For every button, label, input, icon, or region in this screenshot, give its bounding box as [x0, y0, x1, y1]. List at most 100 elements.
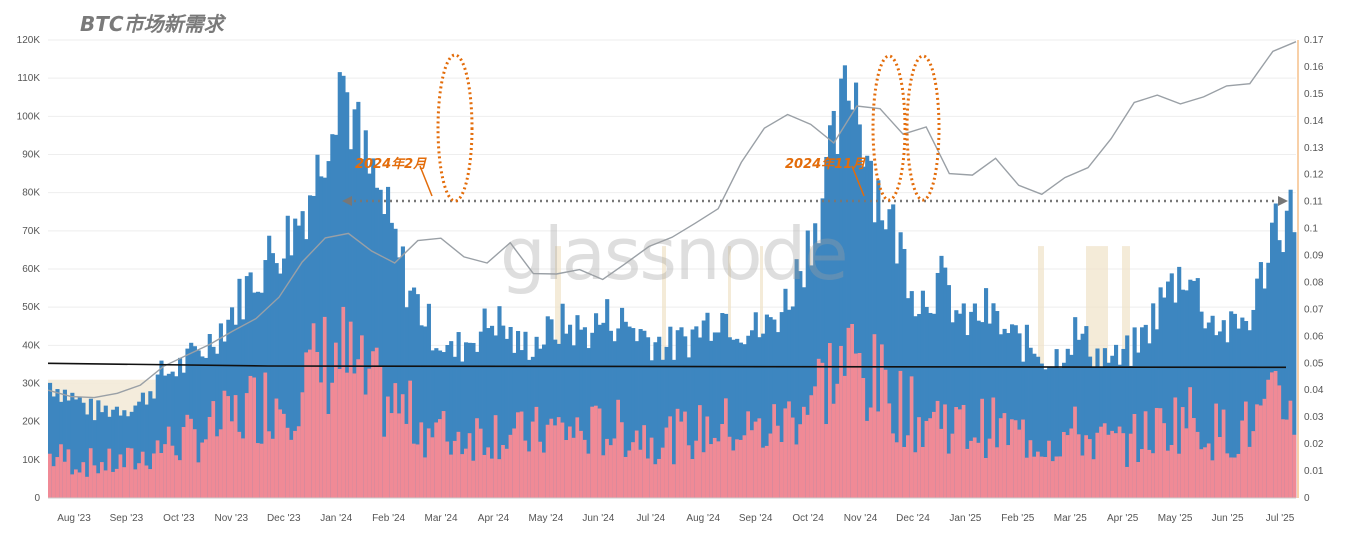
arrow-right-head [1278, 196, 1288, 206]
pink-bar [1273, 371, 1278, 498]
blue-bar [705, 312, 710, 498]
y-right-tick-label: 0.14 [1304, 116, 1324, 127]
pink-bar [129, 448, 134, 498]
blue-bar [504, 338, 509, 498]
blue-bar [939, 255, 944, 498]
pink-bar [490, 458, 495, 498]
pink-bar [761, 447, 766, 498]
blue-bar [464, 342, 469, 498]
pink-bar [360, 335, 365, 498]
x-tick-label: Oct '24 [792, 513, 824, 524]
chart-title: BTC市场新需求 [80, 12, 224, 36]
blue-bar [1062, 362, 1067, 498]
pink-bar [374, 347, 379, 498]
blue-bar [902, 248, 907, 498]
pink-bar [133, 469, 138, 498]
pink-bar [932, 411, 937, 498]
pink-bar [984, 457, 989, 498]
pink-bar [1284, 419, 1289, 498]
pink-bar [679, 421, 684, 498]
blue-bar [958, 313, 963, 498]
pink-bar [92, 465, 97, 498]
pink-bar [289, 439, 294, 498]
blue-bar [341, 75, 346, 499]
blue-bar [319, 176, 324, 498]
blue-bar [1151, 303, 1156, 498]
blue-bar [523, 331, 528, 498]
y-right-tick-label: 0.13 [1304, 143, 1324, 154]
pink-bar [835, 383, 840, 498]
blue-bar [174, 376, 179, 498]
blue-bar [1017, 333, 1022, 498]
pink-bar [1247, 446, 1252, 498]
blue-bar [527, 359, 532, 498]
blue-bar [352, 109, 357, 499]
blue-bar [998, 334, 1003, 498]
blue-bar [96, 400, 101, 498]
blue-bar [1054, 349, 1059, 498]
blue-bar [415, 294, 420, 498]
blue-bar [738, 342, 743, 498]
pink-bar [1166, 450, 1171, 498]
pink-bar [215, 436, 220, 498]
pink-bar [1240, 420, 1245, 498]
blue-bar [642, 330, 647, 498]
pink-bar [954, 407, 959, 498]
blue-bar [894, 263, 899, 498]
blue-bar [779, 312, 784, 498]
blue-bar [835, 153, 840, 498]
pink-bar [1017, 429, 1022, 498]
pink-bar [1162, 423, 1167, 498]
x-tick-label: Feb '24 [372, 513, 405, 524]
pink-bar [308, 349, 313, 498]
blue-bar [712, 332, 717, 498]
pink-bar [497, 459, 502, 498]
pink-bar [564, 440, 569, 498]
pink-bar [1244, 401, 1249, 498]
pink-bar [638, 449, 643, 498]
blue-bar [374, 187, 379, 498]
pink-bar [1065, 435, 1070, 498]
pink-bar [501, 445, 506, 498]
pink-bar [181, 427, 186, 498]
pink-bar [1158, 408, 1163, 498]
pink-bar [579, 430, 584, 498]
blue-bar [679, 327, 684, 498]
pink-bar [456, 431, 461, 498]
blue-bar [672, 359, 677, 498]
blue-bar [1084, 326, 1089, 498]
pink-bar [950, 433, 955, 498]
y-right-tick-label: 0.03 [1304, 412, 1324, 423]
pink-bar [345, 372, 350, 498]
pink-bar [705, 416, 710, 498]
pink-bar [809, 395, 814, 498]
blue-bar [783, 288, 788, 498]
y-right-tick-label: 0.04 [1304, 385, 1324, 396]
blue-bar [623, 321, 628, 498]
blue-bar [1284, 210, 1289, 498]
blue-bar [300, 211, 305, 498]
pink-bar [675, 408, 680, 498]
blue-bar [727, 337, 732, 498]
pink-bar [549, 418, 554, 498]
blue-bar [256, 291, 261, 498]
pink-bar [70, 474, 75, 498]
blue-bar [1199, 311, 1204, 498]
blue-bar [538, 348, 543, 498]
blue-bar [1140, 327, 1145, 498]
blue-bar [382, 214, 387, 498]
pink-bar [1188, 387, 1193, 498]
blue-bar [289, 255, 294, 498]
pink-bar [341, 306, 346, 498]
y-right-tick-label: 0 [1304, 493, 1310, 504]
pink-bar [991, 397, 996, 498]
blue-bar [1091, 367, 1096, 498]
pink-bar [738, 439, 743, 498]
pink-bar [943, 404, 948, 498]
blue-bar [1028, 347, 1033, 498]
pink-bar [426, 428, 431, 498]
pink-bar [430, 437, 435, 498]
pink-bar [1117, 426, 1122, 498]
pink-bar [137, 463, 142, 498]
blue-bar [987, 323, 992, 498]
